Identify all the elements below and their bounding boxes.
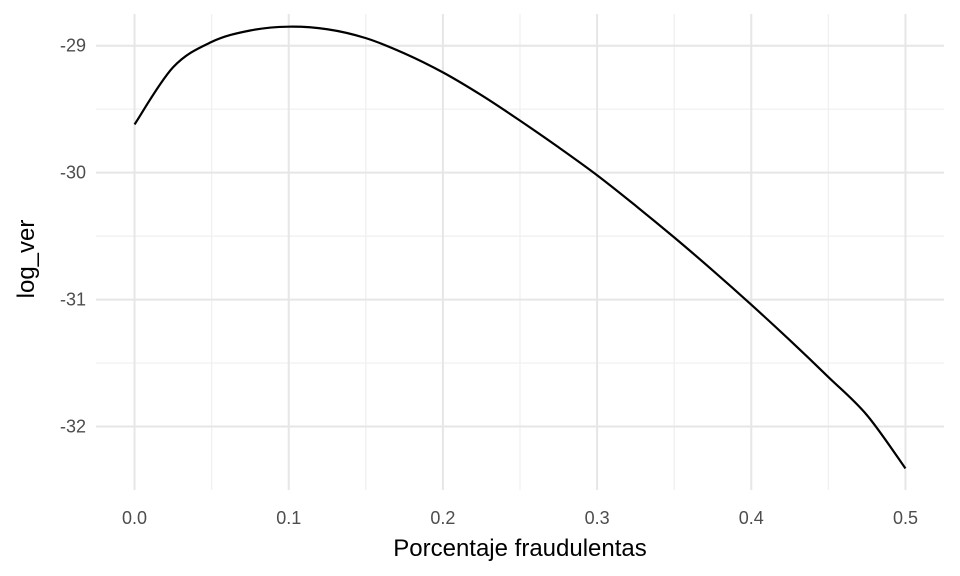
- y-tick-label-0: -29: [60, 36, 86, 56]
- y-tick-label-2: -31: [60, 290, 86, 310]
- y-axis-title: log_ver: [13, 220, 40, 299]
- major-gridlines: [96, 14, 944, 490]
- minor-gridlines: [96, 14, 944, 490]
- y-tick-label-1: -30: [60, 163, 86, 183]
- x-tick-label-3: 0.3: [585, 508, 610, 528]
- x-axis-title: Porcentaje fraudulentas: [393, 535, 647, 562]
- series-layer: [133, 25, 907, 470]
- x-tick-label-2: 0.2: [430, 508, 455, 528]
- y-axis-tick-labels: -29 -30 -31 -32: [60, 36, 86, 437]
- x-tick-label-0: 0.0: [122, 508, 147, 528]
- x-tick-label-5: 0.5: [893, 508, 918, 528]
- x-tick-label-1: 0.1: [276, 508, 301, 528]
- y-tick-label-3: -32: [60, 417, 86, 437]
- x-tick-label-4: 0.4: [739, 508, 764, 528]
- series-line-0: [133, 25, 907, 470]
- x-axis-tick-labels: 0.0 0.1 0.2 0.3 0.4 0.5: [122, 508, 918, 528]
